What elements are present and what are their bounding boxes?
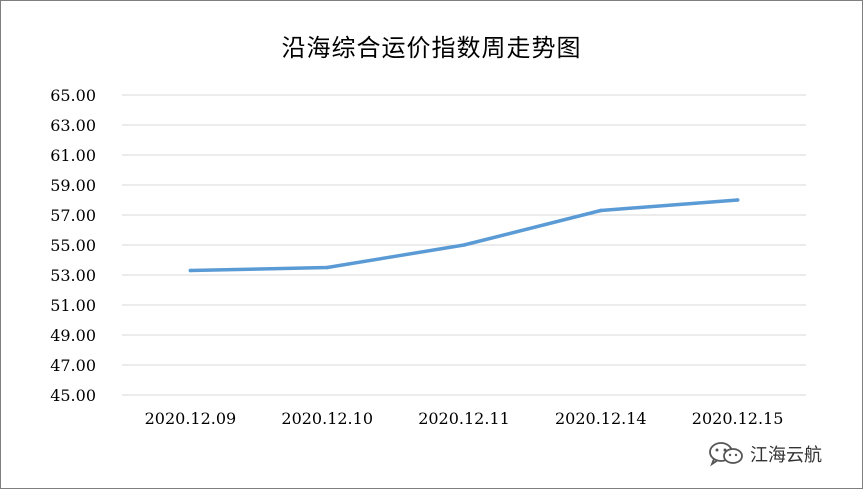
x-tick-label: 2020.12.15 xyxy=(692,409,784,428)
watermark: 江海云航 xyxy=(708,440,822,468)
y-tick-label: 45.00 xyxy=(50,386,96,405)
data-point xyxy=(325,265,329,270)
y-tick-label: 63.00 xyxy=(50,116,96,135)
y-tick-label: 53.00 xyxy=(50,266,96,285)
x-tick-label: 2020.12.14 xyxy=(555,409,647,428)
y-tick-label: 49.00 xyxy=(50,326,96,345)
series-lines xyxy=(188,198,740,273)
x-tick-label: 2020.12.09 xyxy=(145,409,237,428)
x-axis-ticks: 2020.12.09 2020.12.10 2020.12.11 2020.12.14… xyxy=(145,409,784,428)
y-tick-label: 55.00 xyxy=(50,236,96,255)
y-tick-label: 57.00 xyxy=(50,206,96,225)
data-point xyxy=(599,208,603,213)
y-tick-label: 59.00 xyxy=(50,176,96,195)
y-tick-label: 47.00 xyxy=(50,356,96,375)
x-tick-label: 2020.12.11 xyxy=(418,409,510,428)
y-axis-ticks: 65.00 63.00 61.00 59.00 57.00 55.00 53.00 51.00… xyxy=(50,86,96,405)
wechat-icon xyxy=(709,442,743,467)
watermark-text: 江海云航 xyxy=(750,445,822,466)
y-tick-label: 51.00 xyxy=(50,296,96,315)
data-point xyxy=(188,268,193,273)
data-point xyxy=(735,198,740,202)
chart-title: 沿海综合运价指数周走势图 xyxy=(281,34,582,62)
series-line xyxy=(188,198,740,273)
data-point xyxy=(462,243,466,247)
x-tick-label: 2020.12.10 xyxy=(281,409,373,428)
y-tick-label: 65.00 xyxy=(50,86,96,105)
y-tick-label: 61.00 xyxy=(50,146,96,165)
